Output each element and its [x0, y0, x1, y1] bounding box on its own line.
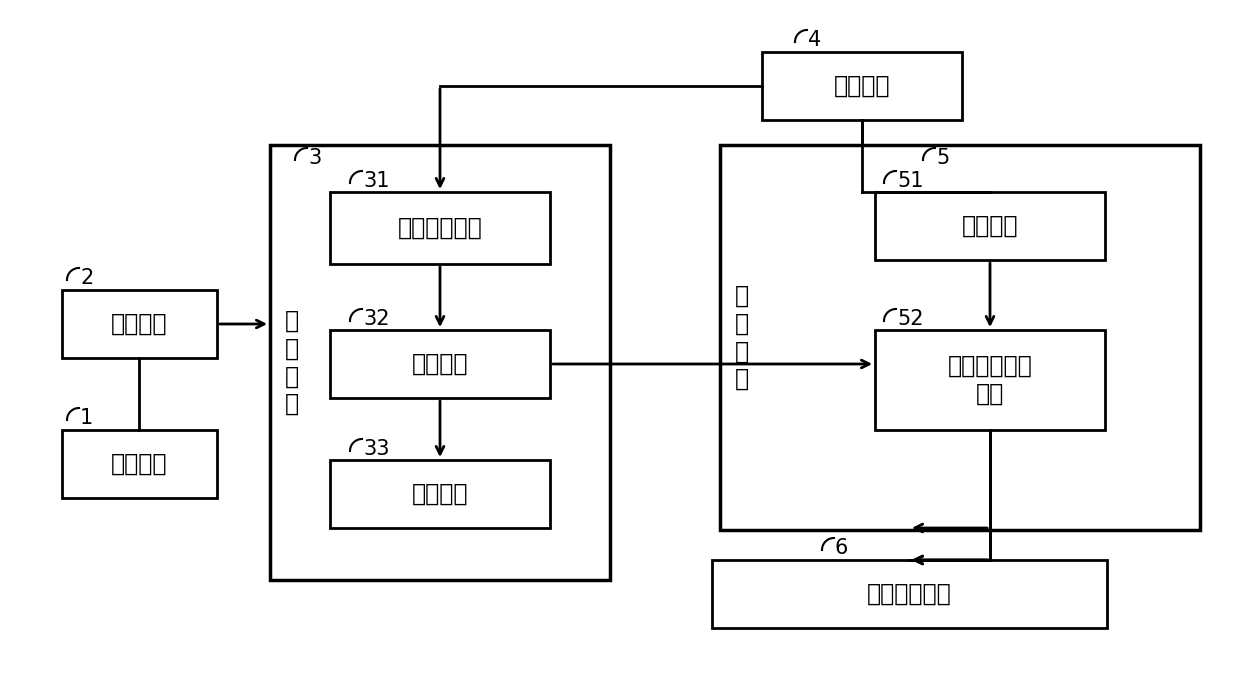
- Text: 52: 52: [897, 309, 924, 329]
- Bar: [763, 52, 962, 120]
- Text: 处
理
模
块: 处 理 模 块: [735, 284, 749, 391]
- Bar: [62, 430, 217, 498]
- Text: 31: 31: [363, 171, 389, 191]
- Text: 生成模块: 生成模块: [112, 312, 167, 336]
- Bar: [330, 192, 551, 264]
- Text: 51: 51: [897, 171, 924, 191]
- Text: 2: 2: [81, 268, 93, 288]
- Bar: [62, 290, 217, 358]
- Text: 创
建
模
块: 创 建 模 块: [285, 309, 299, 416]
- Text: 33: 33: [363, 439, 389, 459]
- Text: 建模分析模块: 建模分析模块: [398, 216, 482, 240]
- Text: 自动更新模块: 自动更新模块: [867, 582, 952, 606]
- Text: 检验模块: 检验模块: [412, 482, 469, 506]
- Text: 3: 3: [308, 148, 321, 168]
- Text: 调整模块: 调整模块: [962, 214, 1018, 238]
- Text: 4: 4: [808, 30, 821, 50]
- Text: 确定模块: 确定模块: [412, 352, 469, 376]
- Text: 6: 6: [835, 538, 848, 558]
- Bar: [330, 460, 551, 528]
- Bar: [330, 330, 551, 398]
- Text: 预测模块: 预测模块: [833, 74, 890, 98]
- Text: 告警区间获取
模块: 告警区间获取 模块: [947, 354, 1033, 406]
- Bar: [270, 145, 610, 580]
- Text: 获取模块: 获取模块: [112, 452, 167, 476]
- Text: 5: 5: [936, 148, 950, 168]
- Bar: [720, 145, 1200, 530]
- Bar: [875, 192, 1105, 260]
- Text: 1: 1: [81, 408, 93, 428]
- Bar: [712, 560, 1107, 628]
- Bar: [875, 330, 1105, 430]
- Text: 32: 32: [363, 309, 389, 329]
